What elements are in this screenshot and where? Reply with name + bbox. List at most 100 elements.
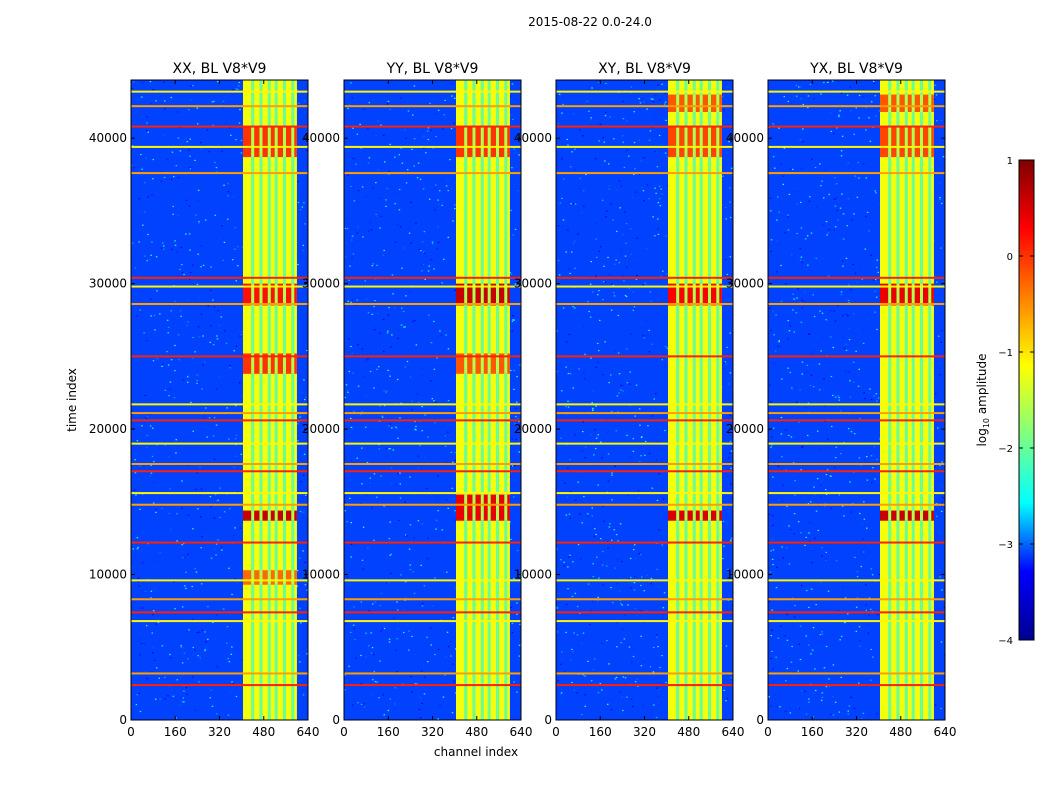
noise-pixel bbox=[199, 466, 201, 468]
noise-pixel bbox=[728, 354, 731, 356]
noise-pixel bbox=[841, 505, 844, 507]
noise-pixel bbox=[876, 713, 878, 715]
noise-pixel bbox=[369, 477, 371, 479]
noise-pixel bbox=[725, 645, 728, 647]
noise-pixel bbox=[347, 390, 349, 392]
noise-pixel bbox=[447, 236, 449, 238]
noise-pixel bbox=[220, 546, 223, 548]
noise-pixel bbox=[375, 135, 377, 137]
noise-pixel bbox=[374, 300, 376, 302]
noise-pixel bbox=[842, 265, 844, 267]
noise-pixel bbox=[197, 381, 200, 383]
noise-pixel bbox=[450, 451, 453, 453]
noise-pixel bbox=[844, 622, 846, 624]
noise-pixel bbox=[301, 391, 303, 393]
noise-pixel bbox=[577, 481, 579, 483]
noise-pixel bbox=[658, 688, 661, 690]
noise-pixel bbox=[511, 167, 513, 169]
noise-pixel bbox=[139, 710, 142, 713]
noise-pixel bbox=[231, 89, 234, 91]
hot-row-gap bbox=[291, 353, 295, 374]
noise-pixel bbox=[204, 631, 206, 633]
noise-pixel bbox=[614, 678, 617, 680]
noise-pixel bbox=[784, 635, 787, 637]
noise-pixel bbox=[872, 633, 875, 635]
noise-pixel bbox=[414, 428, 416, 430]
noise-pixel bbox=[227, 191, 230, 193]
noise-pixel bbox=[796, 203, 799, 205]
noise-pixel bbox=[933, 98, 936, 101]
noise-pixel bbox=[936, 281, 938, 283]
noise-pixel bbox=[876, 400, 878, 402]
noise-pixel bbox=[304, 399, 306, 401]
noise-pixel bbox=[778, 211, 780, 213]
noise-pixel bbox=[785, 680, 787, 682]
rfi-line bbox=[344, 579, 521, 582]
noise-pixel bbox=[455, 692, 457, 694]
noise-pixel bbox=[411, 400, 413, 402]
noise-pixel bbox=[615, 534, 618, 536]
noise-pixel bbox=[665, 681, 667, 684]
noise-pixel bbox=[598, 140, 600, 142]
noise-pixel bbox=[198, 336, 201, 338]
noise-pixel bbox=[423, 251, 425, 253]
noise-pixel bbox=[234, 248, 236, 250]
noise-pixel bbox=[391, 274, 394, 276]
noise-pixel bbox=[347, 338, 350, 340]
y-tick-label: 10000 bbox=[514, 568, 552, 582]
noise-pixel bbox=[451, 410, 453, 412]
noise-pixel bbox=[222, 608, 225, 610]
noise-pixel bbox=[381, 628, 384, 630]
noise-pixel bbox=[395, 402, 397, 404]
noise-pixel bbox=[659, 205, 662, 207]
noise-pixel bbox=[419, 697, 422, 699]
noise-pixel bbox=[602, 551, 604, 553]
x-tick-label: 480 bbox=[889, 725, 912, 739]
noise-pixel bbox=[431, 398, 433, 400]
noise-pixel bbox=[345, 384, 348, 386]
noise-pixel bbox=[301, 425, 304, 427]
noise-pixel bbox=[235, 648, 238, 650]
noise-pixel bbox=[388, 448, 390, 450]
noise-pixel bbox=[412, 217, 414, 219]
noise-pixel bbox=[377, 120, 379, 122]
hot-row-gap bbox=[472, 353, 476, 374]
noise-pixel bbox=[516, 376, 518, 378]
noise-pixel bbox=[359, 123, 361, 125]
noise-pixel bbox=[770, 239, 773, 241]
hot-row-gap bbox=[274, 126, 278, 158]
noise-pixel bbox=[382, 318, 385, 320]
noise-pixel bbox=[805, 636, 807, 638]
noise-pixel bbox=[859, 176, 861, 179]
noise-pixel bbox=[155, 623, 158, 625]
hot-row-gap bbox=[911, 126, 915, 158]
noise-pixel bbox=[428, 198, 431, 200]
noise-pixel bbox=[595, 300, 597, 302]
noise-pixel bbox=[514, 423, 516, 425]
noise-pixel bbox=[723, 109, 725, 111]
noise-pixel bbox=[857, 385, 860, 387]
noise-pixel bbox=[935, 392, 937, 395]
noise-pixel bbox=[864, 398, 866, 400]
noise-pixel bbox=[725, 700, 727, 702]
noise-pixel bbox=[354, 678, 357, 680]
noise-pixel bbox=[430, 380, 432, 382]
noise-pixel bbox=[389, 554, 391, 556]
noise-pixel bbox=[658, 198, 661, 200]
noise-pixel bbox=[191, 560, 193, 562]
noise-pixel bbox=[447, 431, 449, 433]
noise-pixel bbox=[353, 410, 355, 412]
hot-row-gap bbox=[472, 494, 476, 521]
noise-pixel bbox=[828, 193, 830, 196]
noise-pixel bbox=[173, 581, 175, 583]
noise-pixel bbox=[574, 592, 577, 594]
rfi-line bbox=[131, 541, 308, 544]
noise-pixel bbox=[730, 676, 732, 679]
noise-pixel bbox=[302, 244, 305, 246]
noise-pixel bbox=[403, 129, 406, 131]
noise-pixel bbox=[173, 176, 175, 178]
noise-pixel bbox=[824, 505, 826, 507]
noise-pixel bbox=[721, 95, 724, 98]
noise-pixel bbox=[807, 402, 810, 404]
noise-pixel bbox=[579, 558, 582, 560]
